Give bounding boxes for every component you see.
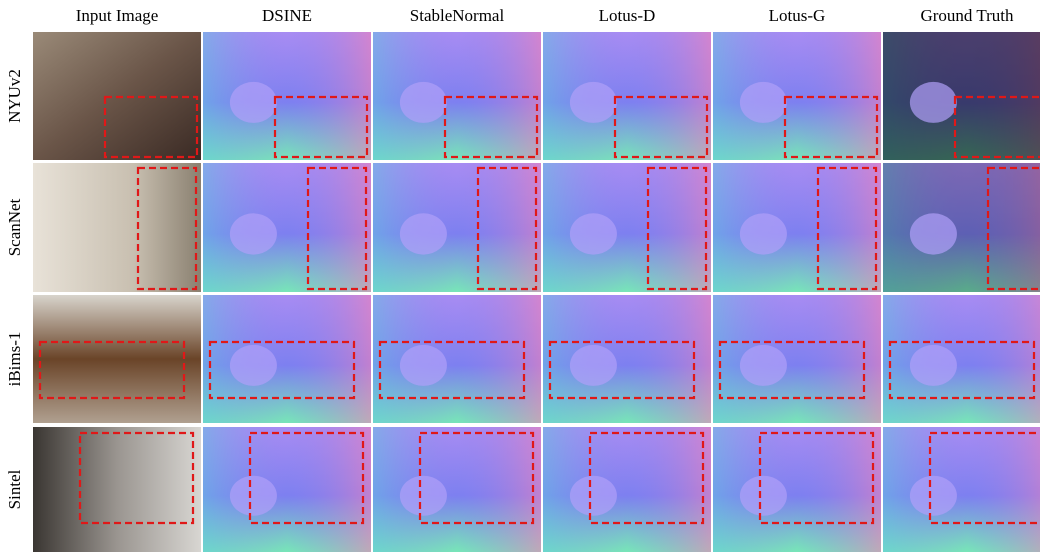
image-cell — [373, 163, 541, 292]
highlight-box — [418, 431, 535, 525]
normal-shade — [883, 295, 1040, 423]
image-cell — [543, 295, 711, 423]
object-shape — [739, 213, 787, 255]
row-label: iBims-1 — [5, 332, 24, 387]
normal-shade — [543, 163, 711, 292]
object-shape — [569, 213, 617, 255]
object-shape — [399, 81, 447, 123]
highlight-box — [443, 95, 539, 159]
object-shape — [399, 344, 447, 386]
image-cell — [543, 32, 711, 160]
image-cell — [33, 295, 201, 423]
highlight-box — [613, 95, 709, 159]
image-cell — [373, 295, 541, 423]
normal-shade — [373, 427, 541, 552]
column-header: StableNormal — [410, 6, 505, 25]
highlight-box — [248, 431, 365, 525]
highlight-box — [136, 166, 198, 291]
gt-mask — [883, 163, 1040, 292]
highlight-box — [646, 166, 708, 291]
highlight-box — [888, 340, 1036, 400]
highlight-box — [928, 431, 1040, 525]
image-cell — [33, 427, 201, 552]
image-cell — [883, 427, 1040, 552]
object-shape — [739, 81, 787, 123]
highlight-box — [273, 95, 369, 159]
normal-shade — [713, 295, 881, 423]
image-cell — [33, 163, 201, 292]
image-cell — [543, 427, 711, 552]
normal-shade — [203, 427, 371, 552]
image-cell — [33, 32, 201, 160]
normal-shade — [203, 295, 371, 423]
highlight-box — [718, 340, 866, 400]
object-shape — [569, 475, 617, 516]
image-cell — [203, 32, 371, 160]
image-cell — [713, 32, 881, 160]
normal-shade — [883, 163, 1040, 292]
column-header: Lotus-D — [599, 6, 656, 25]
highlight-box — [588, 431, 705, 525]
image-cell — [883, 295, 1040, 423]
normal-shade — [203, 163, 371, 292]
column-header: Lotus-G — [769, 6, 826, 25]
normal-shade — [713, 427, 881, 552]
highlight-box — [548, 340, 696, 400]
object-shape — [739, 475, 787, 516]
highlight-box — [816, 166, 878, 291]
image-cell — [373, 427, 541, 552]
highlight-box — [758, 431, 875, 525]
object-shape — [909, 475, 957, 516]
normal-shade — [543, 427, 711, 552]
object-shape — [569, 344, 617, 386]
object-shape — [229, 81, 277, 123]
column-header: Input Image — [76, 6, 159, 25]
object-shape — [909, 81, 957, 123]
image-cell — [883, 163, 1040, 292]
normal-shade — [543, 295, 711, 423]
image-cell — [203, 163, 371, 292]
image-cell — [203, 427, 371, 552]
normal-shade — [373, 163, 541, 292]
highlight-box — [783, 95, 879, 159]
highlight-box — [103, 95, 199, 159]
input-image — [33, 163, 201, 292]
column-header: DSINE — [262, 6, 312, 25]
object-shape — [739, 344, 787, 386]
image-cell — [543, 163, 711, 292]
column-header: Ground Truth — [920, 6, 1014, 25]
row-label: Sintel — [5, 469, 24, 509]
image-cell — [883, 32, 1040, 160]
highlight-box — [208, 340, 356, 400]
object-shape — [399, 213, 447, 255]
object-shape — [229, 213, 277, 255]
highlight-box — [986, 166, 1040, 291]
object-shape — [909, 344, 957, 386]
object-shape — [909, 213, 957, 255]
image-cell — [203, 295, 371, 423]
highlight-box — [306, 166, 368, 291]
input-image — [33, 295, 201, 423]
input-image — [33, 427, 201, 552]
row-label: ScanNet — [5, 198, 24, 256]
highlight-box — [476, 166, 538, 291]
object-shape — [569, 81, 617, 123]
object-shape — [229, 344, 277, 386]
image-cell — [373, 32, 541, 160]
highlight-box — [953, 95, 1040, 159]
normal-shade — [883, 427, 1040, 552]
object-shape — [229, 475, 277, 516]
highlight-box — [78, 431, 195, 525]
highlight-box — [378, 340, 526, 400]
highlight-box — [38, 340, 186, 400]
object-shape — [399, 475, 447, 516]
image-cell — [713, 163, 881, 292]
image-cell — [713, 427, 881, 552]
row-label: NYUv2 — [5, 69, 24, 123]
normal-shade — [373, 295, 541, 423]
image-cell — [713, 295, 881, 423]
normal-shade — [713, 163, 881, 292]
